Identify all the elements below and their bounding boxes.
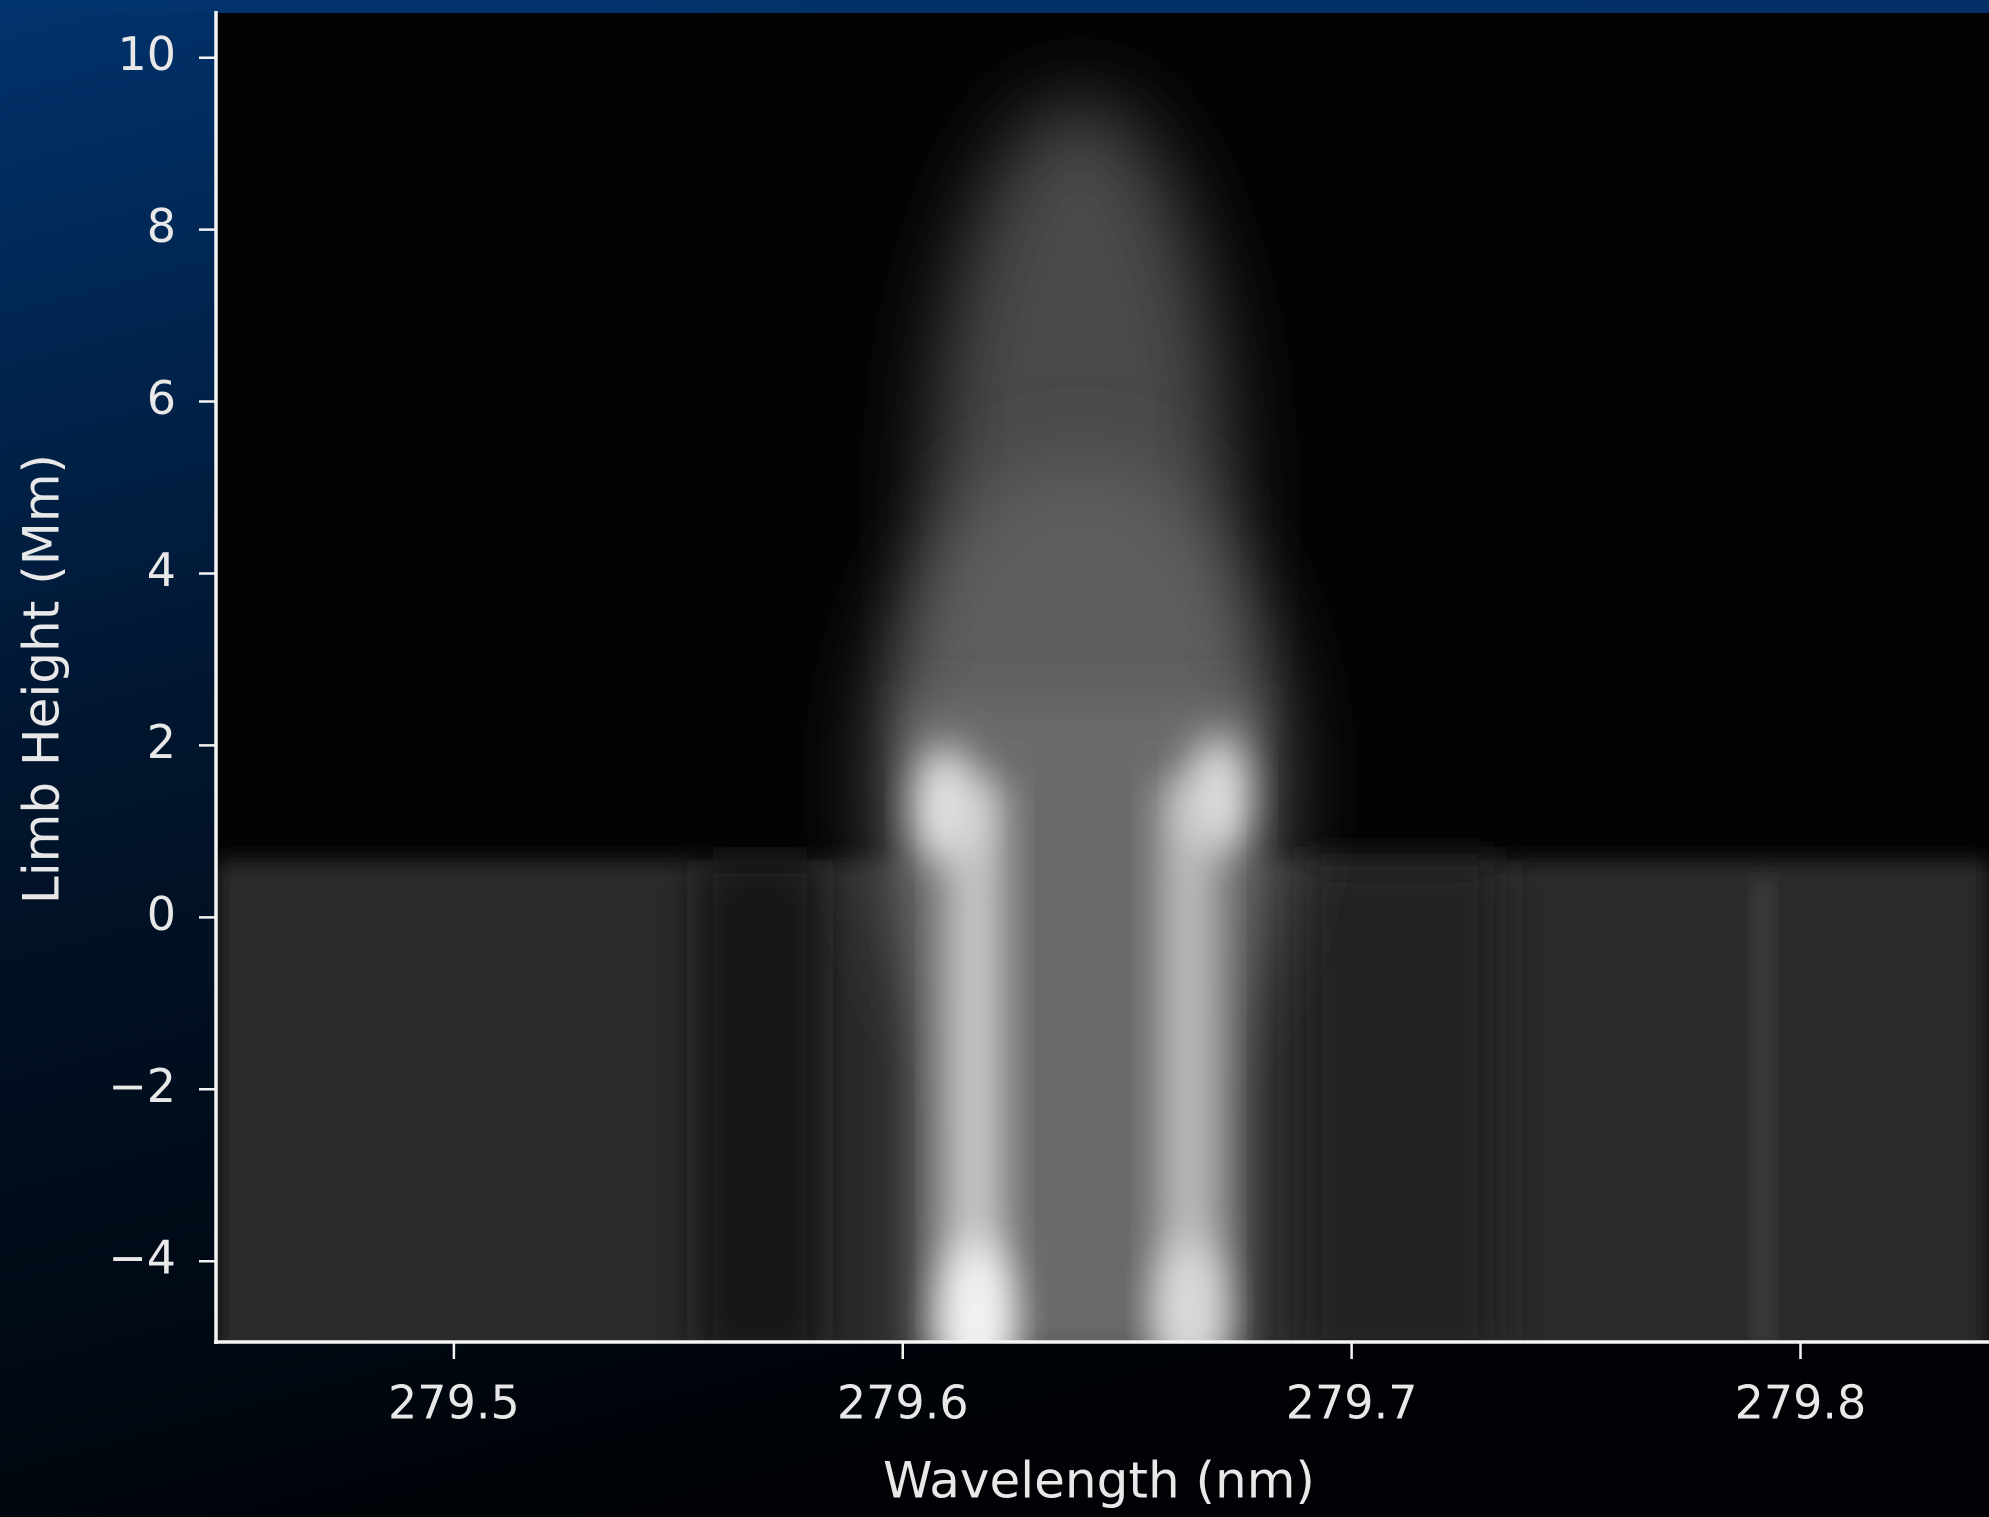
x-tick-label: 279.7 <box>1286 1376 1418 1430</box>
y-tick-label: 0 <box>147 887 176 941</box>
y-axis-label: Limb Height (Mm) <box>13 454 71 904</box>
x-axis-label: Wavelength (nm) <box>883 1452 1315 1510</box>
y-tick-label: 4 <box>147 543 176 597</box>
y-tick-label: 2 <box>147 715 176 769</box>
y-tick-label: 10 <box>117 27 176 81</box>
x-tick-label: 279.6 <box>837 1376 969 1430</box>
spectrogram-image <box>216 13 1989 1342</box>
y-tick-label: 8 <box>147 199 176 253</box>
x-tick-label: 279.5 <box>388 1376 520 1430</box>
y-tick-label: −2 <box>108 1059 176 1113</box>
y-tick-label: −4 <box>108 1231 176 1285</box>
x-tick-label: 279.8 <box>1735 1376 1867 1430</box>
top-band <box>0 0 1989 13</box>
y-tick-label: 6 <box>147 371 176 425</box>
